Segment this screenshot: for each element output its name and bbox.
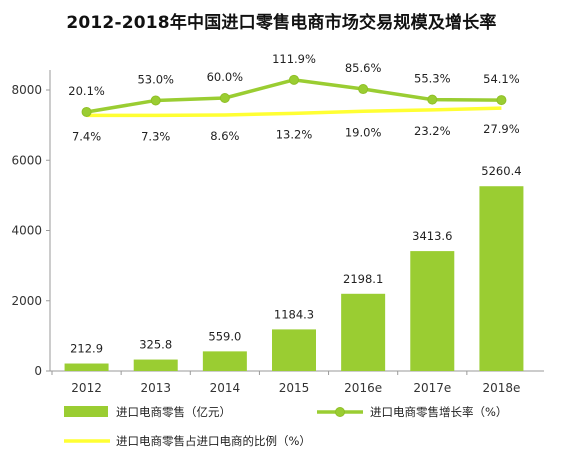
x-tick-label: 2018e <box>482 381 520 395</box>
y-tick-label: 0 <box>34 364 42 378</box>
share-line <box>86 106 502 118</box>
bar-2013 <box>133 359 178 371</box>
bar-value-label: 559.0 <box>208 329 241 343</box>
legend-growth-label: 进口电商零售增长率（%） <box>370 405 507 419</box>
bar-2016e <box>341 293 386 371</box>
legend-bar-label: 进口电商零售（亿元） <box>116 405 231 419</box>
share-label: 7.4% <box>72 129 101 143</box>
share-label: 7.3% <box>141 129 170 143</box>
bar-value-label: 212.9 <box>70 342 103 356</box>
growth-marker <box>289 74 299 85</box>
growth-label: 85.6% <box>345 61 382 75</box>
y-tick-label: 2000 <box>11 294 42 308</box>
share-label: 19.0% <box>345 125 382 139</box>
growth-marker <box>496 95 507 106</box>
x-tick-label: 2016e <box>344 381 382 395</box>
bar-value-label: 1184.3 <box>274 307 314 321</box>
bar-2015 <box>272 329 316 371</box>
bar-value-label: 2198.1 <box>343 272 383 286</box>
share-label: 27.9% <box>483 122 520 136</box>
bar-2014 <box>202 351 247 371</box>
x-tick-label: 2014 <box>210 381 241 395</box>
legend-bar-swatch <box>64 406 108 417</box>
x-tick-label: 2015 <box>279 381 310 395</box>
bar-2018e <box>479 186 524 371</box>
growth-label: 53.0% <box>137 72 174 86</box>
growth-label: 60.0% <box>207 70 244 84</box>
x-tick-label: 2013 <box>140 381 171 395</box>
growth-marker <box>358 84 369 95</box>
share-label: 8.6% <box>210 129 239 143</box>
x-tick-label: 2017e <box>413 381 451 395</box>
legend-growth-marker <box>335 407 345 417</box>
chart-title: 2012-2018年中国进口零售电商市场交易规模及增长率 <box>66 13 497 33</box>
y-tick-label: 4000 <box>11 224 42 238</box>
y-tick-label: 6000 <box>11 153 42 167</box>
bar-2012 <box>64 363 109 371</box>
y-tick-label: 8000 <box>11 83 42 97</box>
legend-share-label: 进口电商零售占进口电商的比例（%） <box>116 434 311 448</box>
bar-value-label: 3413.6 <box>412 229 452 243</box>
growth-label: 111.9% <box>272 52 316 66</box>
share-label: 13.2% <box>276 127 313 141</box>
growth-label: 55.3% <box>414 72 451 86</box>
x-tick-label: 2012 <box>71 381 102 395</box>
growth-marker <box>427 94 438 105</box>
growth-label: 20.1% <box>68 84 105 98</box>
bar-value-label: 5260.4 <box>481 164 521 178</box>
growth-marker <box>81 106 92 117</box>
bar-value-label: 325.8 <box>139 338 172 352</box>
bar-2017e <box>410 251 455 371</box>
growth-marker <box>150 95 161 106</box>
share-label: 23.2% <box>414 124 451 138</box>
growth-label: 54.1% <box>483 72 520 86</box>
growth-marker <box>219 93 230 103</box>
